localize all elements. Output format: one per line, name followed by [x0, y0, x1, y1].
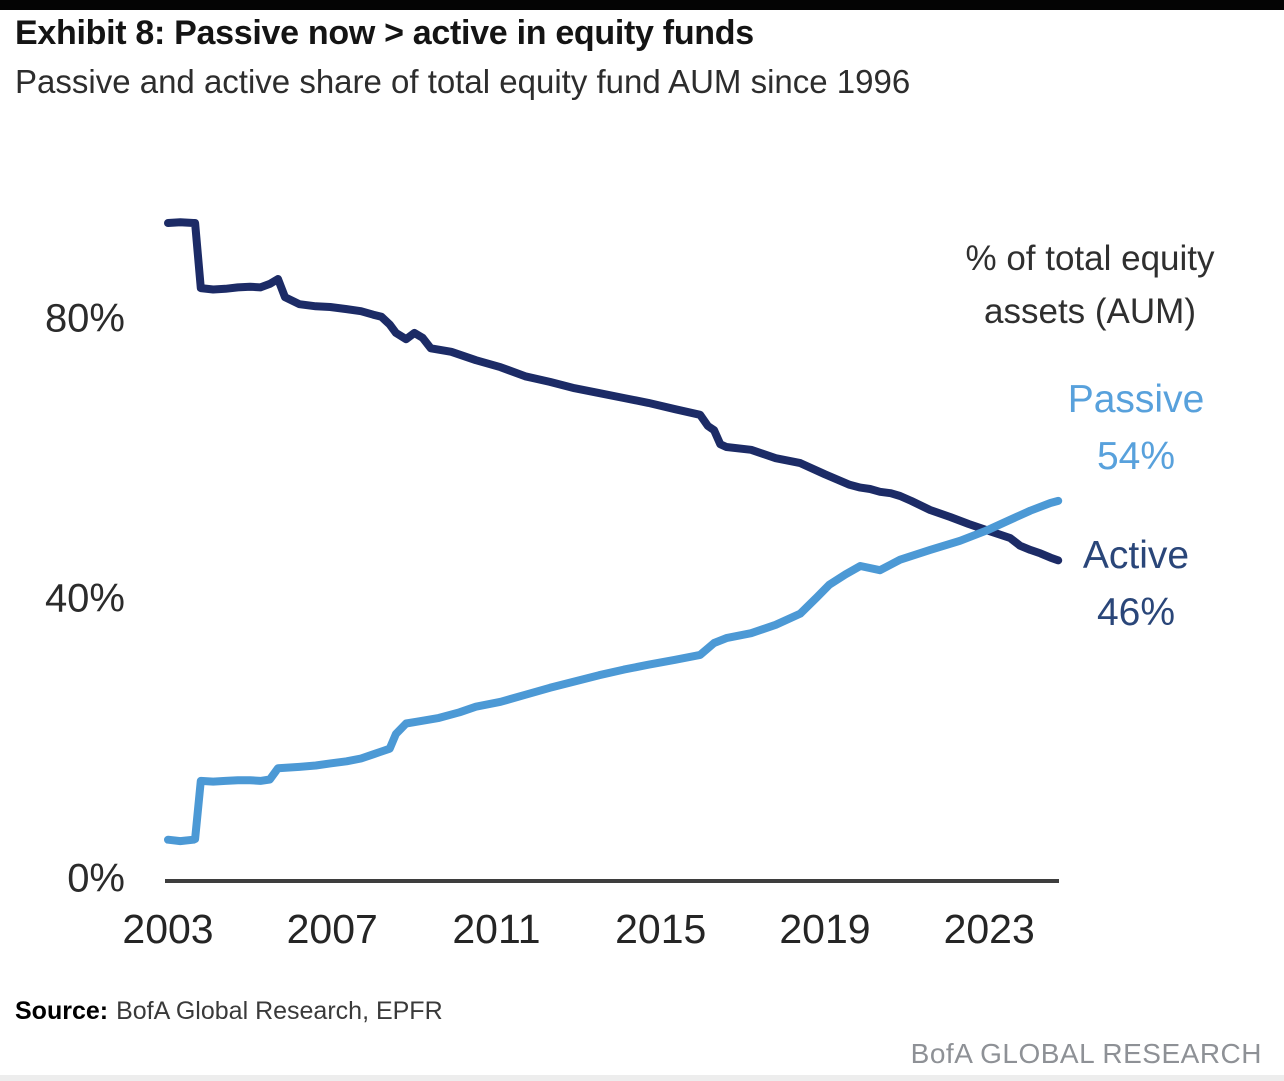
axis-unit-annotation-line1: % of total equity — [965, 239, 1215, 278]
x-axis-tick-2023: 2023 — [943, 906, 1035, 952]
source-label: Source: — [15, 997, 109, 1025]
x-axis-tick-2011: 2011 — [452, 906, 541, 952]
x-axis-tick-2019: 2019 — [779, 906, 871, 952]
x-axis-tick-2003: 2003 — [122, 906, 214, 952]
y-axis-tick-0: 0% — [67, 856, 125, 901]
chart-subtitle: Passive and active share of total equity… — [15, 63, 911, 100]
y-axis-tick-80: 80% — [44, 296, 125, 341]
exhibit-title: Exhibit 8: Passive now > active in equit… — [15, 14, 754, 52]
axis-unit-annotation-line2: assets (AUM) — [984, 292, 1196, 331]
source-value: BofA Global Research, EPFR — [116, 997, 443, 1025]
active-series-line — [164, 218, 1063, 565]
passive-series-line — [164, 496, 1063, 846]
active-series-name: Active — [1082, 534, 1190, 577]
x-axis-tick-2007: 2007 — [286, 906, 378, 952]
axis-unit-annotation: % of total equity assets (AUM) — [945, 232, 1235, 338]
passive-series-name: Passive — [1067, 378, 1205, 421]
y-axis-tick-40: 40% — [44, 576, 125, 621]
active-series-value: 46% — [1096, 591, 1176, 634]
source-line: Source: BofA Global Research, EPFR — [15, 997, 443, 1026]
bottom-gray-strip — [0, 1075, 1284, 1081]
top-black-bar — [0, 0, 1284, 10]
x-axis-tick-2015: 2015 — [615, 906, 707, 952]
passive-series-label: Passive 54% — [1026, 371, 1246, 485]
passive-series-value: 54% — [1096, 435, 1176, 478]
brand-footer: BofA GLOBAL RESEARCH — [910, 1038, 1262, 1069]
active-series-label: Active 46% — [1026, 527, 1246, 641]
